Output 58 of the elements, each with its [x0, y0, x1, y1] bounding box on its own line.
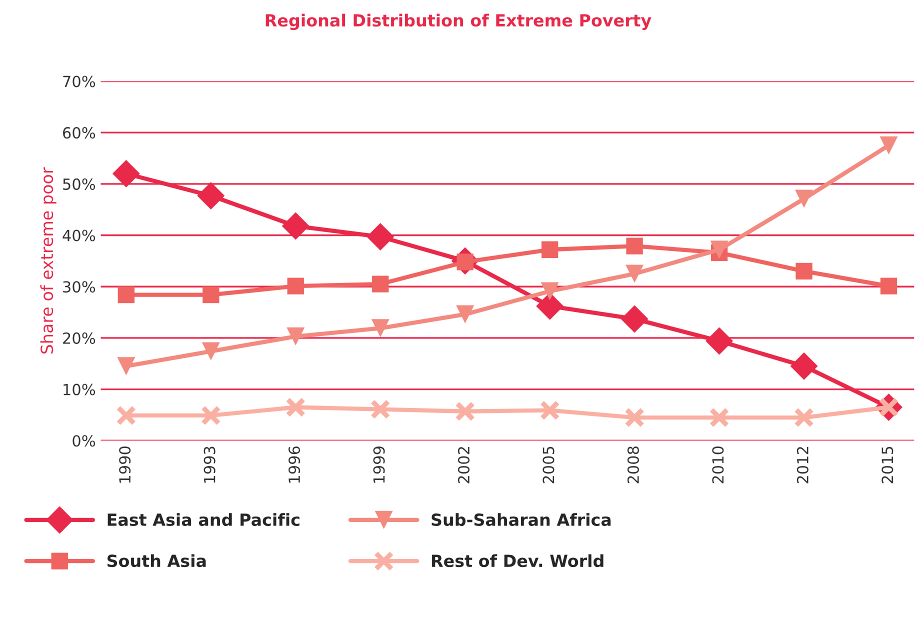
- legend-label: Sub-Saharan Africa: [432, 513, 611, 526]
- point: [620, 305, 648, 333]
- point: [200, 405, 221, 426]
- y-tick-label: 20%: [63, 332, 96, 344]
- point: [541, 241, 558, 258]
- point: [796, 262, 812, 280]
- x-tick-label: 1993: [204, 446, 216, 483]
- y-tick-label: 10%: [64, 384, 96, 396]
- point: [286, 327, 305, 346]
- chart-title: Regional Distribution of Extreme Poverty: [266, 14, 652, 30]
- point: [202, 342, 220, 360]
- point: [370, 399, 390, 420]
- legend-label: East Asia and Pacific: [108, 513, 300, 526]
- point: [366, 223, 394, 251]
- point: [456, 305, 474, 324]
- point: [372, 276, 389, 292]
- point: [286, 397, 306, 418]
- point: [202, 286, 220, 304]
- point: [706, 327, 734, 355]
- point: [794, 407, 814, 428]
- y-tick-label: 0%: [72, 435, 96, 447]
- point: [794, 190, 814, 208]
- point: [287, 278, 304, 294]
- x-tick-label: 2008: [627, 446, 639, 484]
- point: [540, 400, 560, 420]
- y-tick-label: 30%: [63, 281, 96, 293]
- y-axis-title: Share of extreme poor: [40, 167, 56, 354]
- x-tick-label: 2010: [712, 446, 724, 484]
- x-tick-label: 2012: [796, 447, 808, 484]
- y-tick-label: 40%: [62, 230, 96, 242]
- point: [118, 286, 135, 304]
- y-tick-label: 60%: [63, 127, 96, 139]
- point: [880, 278, 898, 294]
- x-tick-label: 1996: [288, 446, 300, 483]
- point: [624, 407, 645, 428]
- point: [282, 212, 310, 240]
- point: [880, 136, 898, 154]
- x-tick-label: 1999: [373, 446, 385, 483]
- legend-label: South Asia: [107, 554, 206, 568]
- point: [626, 264, 644, 283]
- y-tick-label: 70%: [63, 76, 96, 88]
- point: [709, 407, 730, 428]
- point: [540, 282, 559, 300]
- point: [116, 405, 136, 426]
- point: [710, 240, 728, 259]
- point: [455, 401, 476, 422]
- point: [626, 238, 643, 254]
- x-tick-label: 2005: [542, 446, 554, 484]
- point: [197, 182, 225, 210]
- x-tick-label: 2015: [882, 446, 894, 484]
- point: [371, 319, 390, 338]
- point: [790, 352, 818, 380]
- x-tick-label: 1990: [119, 446, 131, 483]
- x-tick-label: 2002: [458, 447, 470, 484]
- point: [112, 160, 140, 188]
- y-tick-label: 50%: [63, 178, 96, 190]
- legend-label: Rest of Dev. World: [432, 554, 604, 568]
- point: [117, 357, 136, 376]
